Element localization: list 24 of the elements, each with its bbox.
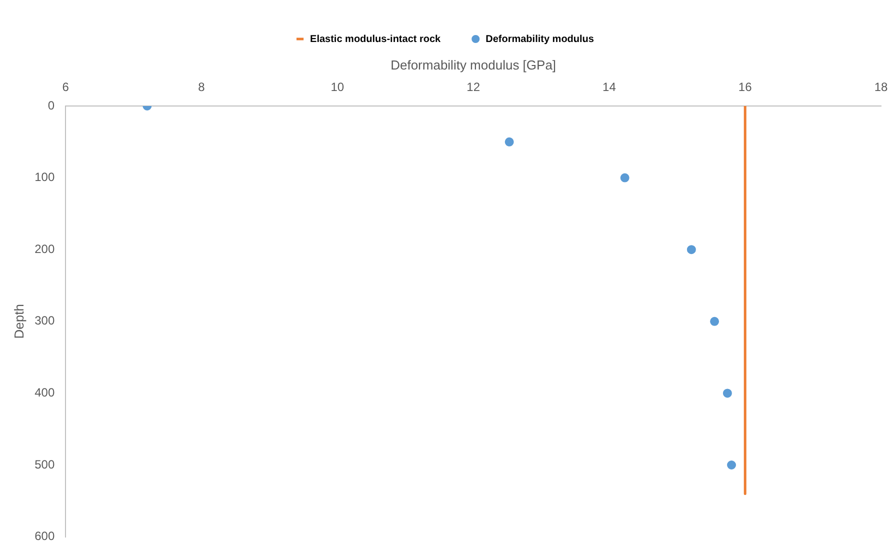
y-tick-label: 600 [34,529,55,544]
y-tick-label: 500 [34,457,55,472]
y-tick-label: 400 [34,386,55,400]
y-tick-label: 0 [48,98,55,112]
point [620,173,630,182]
point [686,245,696,254]
y-tick-label: 200 [34,242,55,256]
point [504,137,514,146]
y-tick-label: 100 [34,170,55,184]
x-tick-label: 14 [602,80,616,94]
point [710,316,720,326]
x-tick-label: 18 [874,80,888,94]
x-tick-label: 8 [198,80,206,94]
point [727,460,736,470]
x-axis-title: Deformability modulus [GPa] [390,57,556,72]
x-tick-label: 12 [466,80,480,94]
legend-label: Deformability modulus [486,34,594,45]
point [722,388,732,398]
y-tick-label: 300 [34,314,55,328]
x-tick-label: 10 [330,80,344,94]
x-tick-label: 16 [738,80,752,94]
y-axis-title: Depth [11,304,26,339]
legend-label: Elastic modulus-intact rock [310,34,442,45]
x-tick-label: 6 [62,80,70,94]
